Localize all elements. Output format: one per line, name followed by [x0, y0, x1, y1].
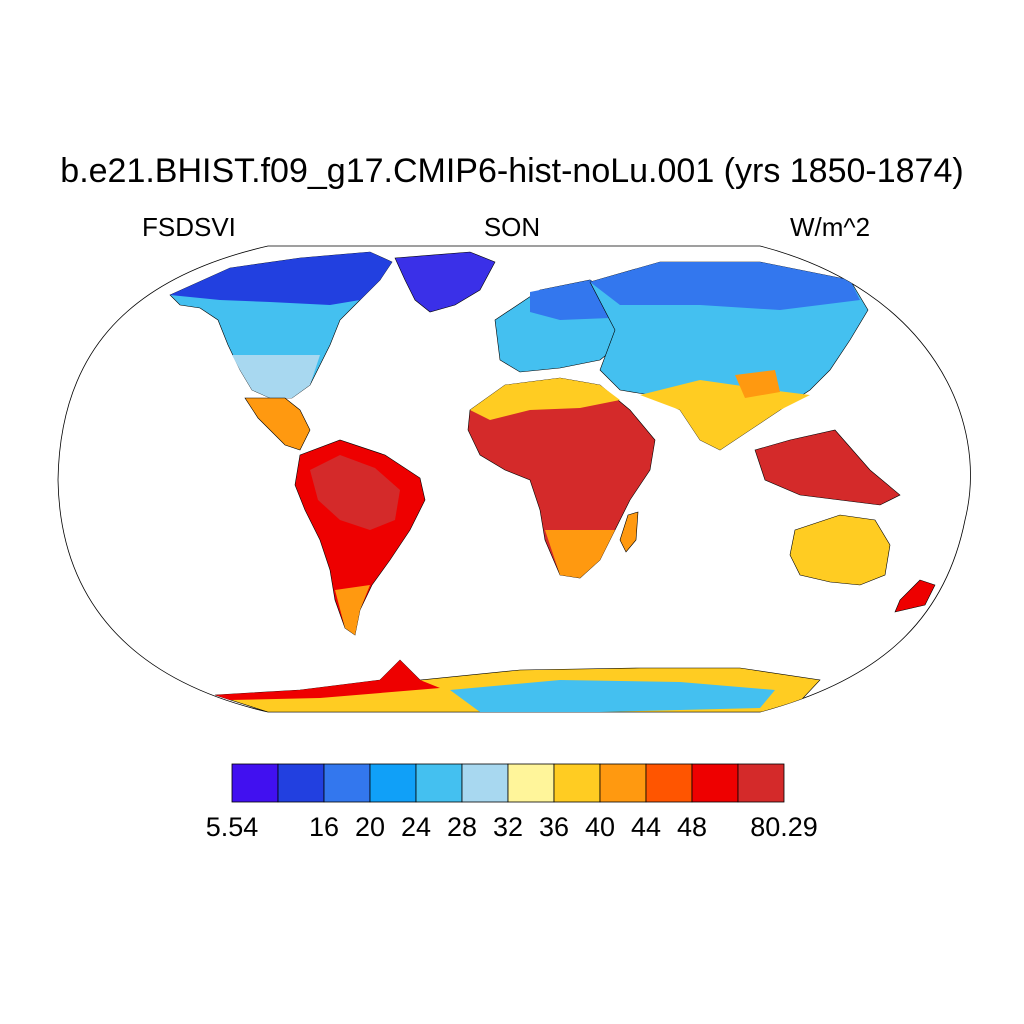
- north-america-north: [170, 252, 392, 305]
- colorbar-tick-label: 20: [354, 812, 386, 842]
- colorbar-swatch: [415, 763, 463, 803]
- colorbar-tick-label: 32: [492, 812, 524, 842]
- colorbar-tick-label: 36: [538, 812, 570, 842]
- colorbar-tick-label: 5.54: [205, 812, 259, 842]
- colorbar-swatch: [645, 763, 693, 803]
- central-america-land: [244, 397, 311, 451]
- colorbar-swatch: [691, 763, 739, 803]
- antarctica-coast: [215, 660, 440, 700]
- greenland-land: [394, 251, 496, 313]
- australia-land: [789, 514, 891, 586]
- units-label: W/m^2: [790, 212, 871, 242]
- colorbar-swatch: [553, 763, 601, 803]
- africa-south: [545, 530, 615, 578]
- colorbar-tick-label: 28: [446, 812, 478, 842]
- new-zealand-land: [894, 579, 936, 613]
- southeast-asia-land: [754, 429, 901, 506]
- season-label: SON: [483, 212, 541, 242]
- colorbar-swatch: [323, 763, 371, 803]
- colorbar-swatch: [369, 763, 417, 803]
- colorbar-swatch: [737, 763, 785, 803]
- colorbar-tick-label: 24: [400, 812, 432, 842]
- colorbar-swatch: [599, 763, 647, 803]
- colorbar-swatch: [231, 763, 279, 803]
- asia-south: [640, 380, 810, 450]
- south-america-south: [335, 585, 370, 635]
- colorbar-swatch: [277, 763, 325, 803]
- north-america-south: [232, 355, 320, 398]
- antarctica-interior: [450, 680, 775, 712]
- colorbar-tick-label: 48: [676, 812, 708, 842]
- colorbar-tick-label: 80.29: [750, 812, 818, 842]
- plot-title: b.e21.BHIST.f09_g17.CMIP6-hist-noLu.001 …: [60, 152, 964, 190]
- colorbar-tick-label: 40: [584, 812, 616, 842]
- colorbar-swatch: [507, 763, 555, 803]
- madagascar-land: [619, 511, 639, 553]
- south-america-interior: [310, 455, 400, 530]
- asia-north: [590, 262, 860, 310]
- africa-north: [470, 378, 620, 420]
- colorbar-tick-label: 44: [630, 812, 662, 842]
- colorbar-tick-label: 16: [308, 812, 340, 842]
- colorbar-swatch: [461, 763, 509, 803]
- variable-label: FSDSVI: [142, 212, 236, 242]
- tibet-region: [735, 370, 780, 398]
